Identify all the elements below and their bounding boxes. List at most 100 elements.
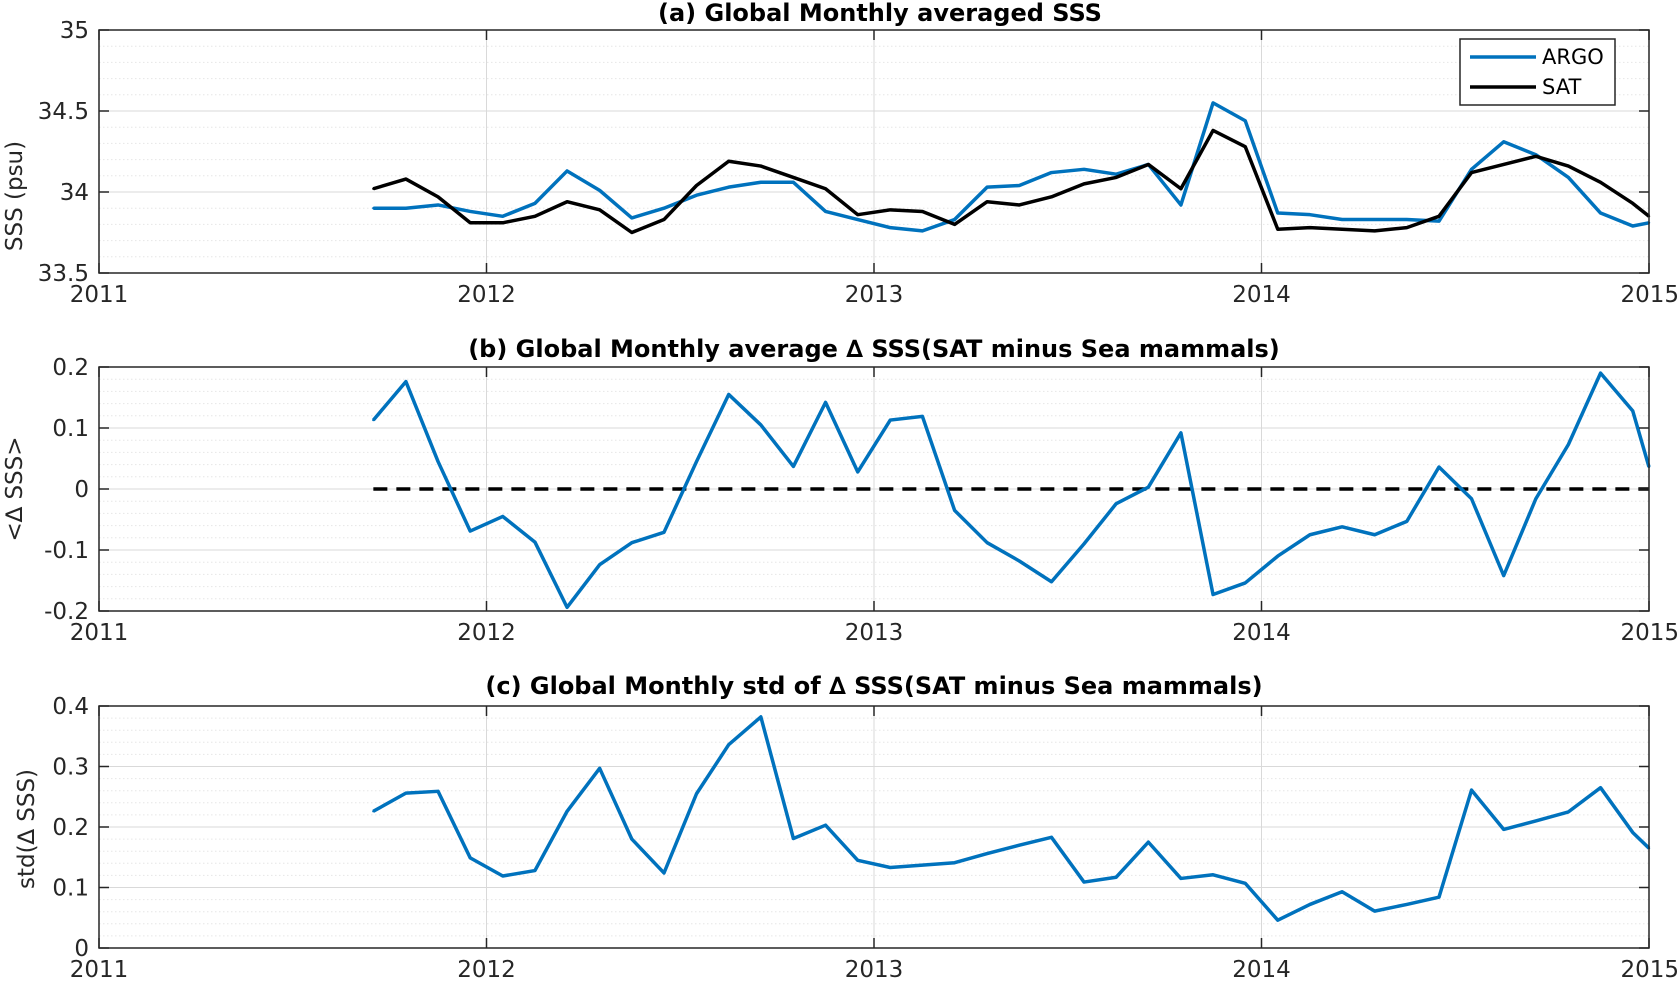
data-point: [630, 837, 634, 841]
data-point: [792, 837, 795, 840]
data-point: [565, 200, 569, 203]
panel-b-title: (b) Global Monthly average ∆ SSS(SAT min…: [468, 335, 1280, 363]
data-point: [1082, 880, 1086, 884]
x-tick-label: 2012: [457, 282, 516, 308]
data-point: [1470, 788, 1473, 792]
x-tick-label: 2015: [1620, 282, 1679, 308]
x-tick-label: 2011: [70, 620, 129, 646]
data-point: [1340, 218, 1344, 221]
data-point: [1502, 163, 1505, 166]
data-point: [824, 210, 827, 213]
data-point: [372, 187, 375, 190]
data-point: [1599, 786, 1602, 789]
data-point: [1534, 155, 1538, 158]
x-tick-label: 2013: [845, 282, 904, 308]
data-point: [1567, 443, 1570, 446]
data-point: [1244, 882, 1247, 885]
legend-label-argo: ARGO: [1542, 45, 1604, 69]
panel-c-plot: 0 0.1 0.2 0.3 0.4 2011 2012 2013 2014 2015: [52, 694, 1679, 982]
data-point: [1179, 877, 1183, 880]
y-tick-label: 35: [60, 18, 89, 44]
data-point: [565, 606, 569, 609]
data-point: [953, 509, 956, 512]
data-point: [404, 207, 408, 210]
panel-b-plot: -0.2 -0.1 0 0.1 0.2 2011 2012 2013 2014 2015: [44, 355, 1679, 646]
data-point: [824, 823, 827, 827]
data-point: [1244, 581, 1247, 585]
data-point: [695, 194, 698, 197]
data-point: [889, 226, 892, 229]
data-point: [1470, 497, 1473, 500]
data-point: [1276, 228, 1279, 231]
y-tick-label: 33.5: [38, 261, 89, 287]
data-point: [1599, 181, 1602, 184]
data-point: [1567, 810, 1570, 814]
data-point: [1114, 502, 1118, 505]
data-point: [404, 380, 408, 383]
data-point: [662, 207, 666, 210]
data-point: [727, 160, 730, 163]
data-point: [1211, 101, 1215, 105]
data-point: [921, 863, 924, 867]
data-point: [1373, 218, 1376, 221]
data-point: [1373, 229, 1376, 233]
data-point: [598, 767, 601, 770]
y-tick-label: -0.1: [44, 538, 89, 564]
data-point: [1082, 168, 1086, 171]
data-point: [1470, 168, 1473, 171]
data-point: [921, 229, 924, 233]
data-point: [501, 215, 504, 218]
data-point: [1308, 226, 1312, 229]
data-point: [1502, 140, 1505, 143]
data-point: [1470, 171, 1473, 174]
data-point: [533, 540, 537, 544]
data-point: [1147, 840, 1150, 844]
data-point: [1631, 409, 1634, 413]
data-point: [695, 184, 698, 187]
y-tick-label: 0.4: [52, 694, 89, 720]
data-point: [824, 187, 827, 190]
data-point: [1534, 819, 1538, 823]
y-tick-label: 0: [74, 477, 89, 503]
data-point: [436, 195, 440, 199]
data-point: [1599, 211, 1602, 215]
x-tick-label: 2014: [1232, 957, 1291, 982]
data-point: [985, 185, 989, 189]
panel-a-ylabel: SSS (psu): [2, 141, 28, 251]
data-point: [1502, 574, 1505, 577]
data-point: [889, 418, 892, 422]
data-point: [792, 181, 795, 184]
x-tick-label: 2015: [1620, 620, 1679, 646]
panel-c: (c) Global Monthly std of ∆ SSS(SAT minu…: [14, 672, 1679, 982]
panel-c-title: (c) Global Monthly std of ∆ SSS(SAT minu…: [485, 672, 1262, 700]
y-tick-label: 0.1: [52, 416, 89, 442]
data-point: [404, 177, 408, 181]
data-point: [759, 164, 763, 168]
data-point: [1179, 187, 1183, 190]
data-point: [501, 221, 504, 224]
data-point: [372, 810, 375, 813]
data-point: [792, 176, 795, 179]
data-point: [1405, 226, 1409, 229]
data-point: [1179, 431, 1183, 435]
data-point: [1114, 172, 1118, 176]
data-point: [1437, 219, 1441, 223]
data-point: [759, 715, 763, 719]
y-tick-label: 34: [60, 180, 89, 206]
data-point: [856, 213, 859, 216]
x-tick-label: 2014: [1232, 620, 1291, 646]
data-point: [953, 223, 956, 226]
data-point: [436, 790, 440, 793]
data-point: [662, 871, 666, 875]
data-point: [727, 185, 730, 189]
y-tick-label: 34.5: [38, 99, 89, 125]
data-point: [1567, 164, 1570, 168]
data-point: [1631, 224, 1634, 228]
data-point: [759, 181, 763, 184]
data-point: [1373, 533, 1376, 536]
data-point: [1114, 176, 1118, 179]
data-point: [565, 810, 569, 813]
data-point: [1276, 918, 1279, 922]
data-point: [1276, 554, 1279, 558]
panel-b: (b) Global Monthly average ∆ SSS(SAT min…: [2, 335, 1679, 646]
